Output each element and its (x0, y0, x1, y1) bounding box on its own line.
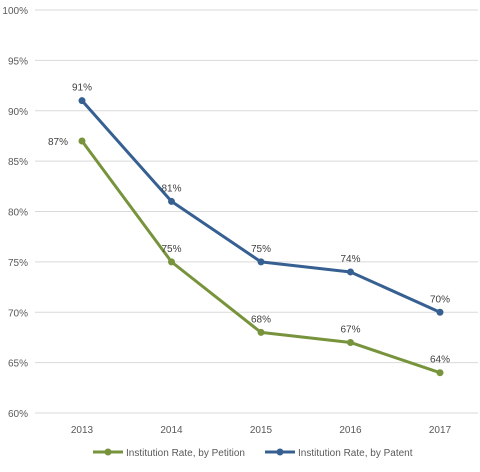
data-point (436, 308, 444, 316)
data-label: 74% (340, 254, 360, 265)
y-axis: 60% 65% 70% 75% 80% 85% 90% 95% 100% (2, 6, 28, 420)
series-lines (78, 97, 444, 377)
data-point (168, 258, 175, 266)
data-label: 91% (72, 83, 92, 94)
series-line (80, 140, 441, 375)
legend: Institution Rate, by Petition Institution… (93, 448, 413, 459)
series-line (80, 99, 441, 314)
data-point (78, 97, 86, 105)
data-point (347, 338, 354, 346)
y-tick-label: 95% (8, 56, 28, 67)
legend-label: Institution Rate, by Patent (298, 448, 413, 459)
data-point (257, 258, 265, 266)
x-tick-label: 2017 (429, 425, 452, 436)
data-point (168, 197, 175, 205)
legend-label: Institution Rate, by Petition (126, 448, 245, 459)
x-tick-label: 2013 (71, 425, 94, 436)
y-tick-label: 75% (8, 258, 28, 269)
data-label: 70% (430, 294, 450, 305)
y-tick-label: 85% (8, 157, 28, 168)
data-point (436, 369, 444, 377)
y-tick-label: 80% (8, 208, 28, 219)
y-tick-label: 70% (8, 308, 28, 319)
y-tick-label: 100% (2, 6, 28, 17)
data-point (347, 268, 354, 276)
y-tick-label: 90% (8, 107, 28, 118)
data-point (78, 137, 86, 145)
x-axis: 2013 2014 2015 2016 2017 (71, 425, 452, 436)
legend-swatch-marker (104, 448, 112, 456)
data-label: 75% (251, 244, 271, 255)
y-tick-label: 65% (8, 359, 28, 370)
data-labels: 87% 75% 68% 67% 64% 91% 81% 75% 74% 70% (48, 83, 450, 366)
legend-swatch-marker (276, 448, 284, 456)
x-tick-label: 2016 (339, 425, 362, 436)
x-tick-label: 2015 (250, 425, 273, 436)
y-tick-label: 60% (8, 409, 28, 420)
data-label: 81% (161, 183, 181, 194)
data-label: 75% (161, 244, 181, 255)
data-point (257, 328, 265, 336)
data-label: 64% (430, 355, 450, 366)
x-tick-label: 2014 (160, 425, 183, 436)
gridlines (35, 9, 478, 414)
data-label: 68% (251, 314, 271, 325)
data-label: 67% (340, 324, 360, 335)
data-label: 87% (48, 137, 68, 148)
